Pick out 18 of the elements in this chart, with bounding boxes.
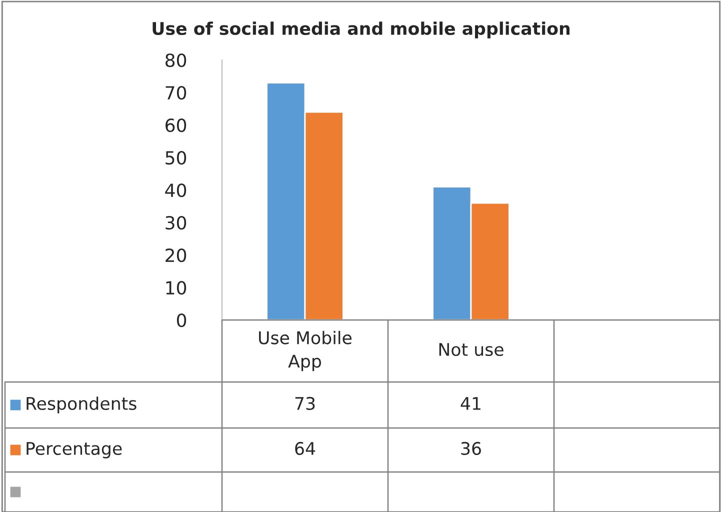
legend-label: Percentage [26, 442, 122, 458]
data-label: 64 [295, 442, 316, 456]
y-tick-label: 10 [166, 280, 186, 295]
chart-title: Use of social media and mobile application [152, 22, 570, 38]
y-tick-label: 70 [166, 86, 186, 100]
y-tick-label: 20 [166, 248, 186, 262]
y-tick-label: 50 [166, 150, 186, 165]
y-tick-label: 80 [166, 53, 186, 68]
data-label: 41 [460, 397, 480, 410]
x-tick-label: Use Mobile App [259, 330, 352, 372]
y-tick-label: 40 [165, 183, 186, 198]
legend-label: Respondents [26, 396, 136, 414]
data-label: 73 [295, 396, 315, 410]
y-tick-label: 60 [166, 118, 186, 132]
y-tick-label: 0 [176, 313, 186, 328]
y-tick-label: 30 [166, 216, 186, 230]
data-label: 36 [461, 442, 481, 456]
x-tick-label: Not use [439, 343, 504, 356]
